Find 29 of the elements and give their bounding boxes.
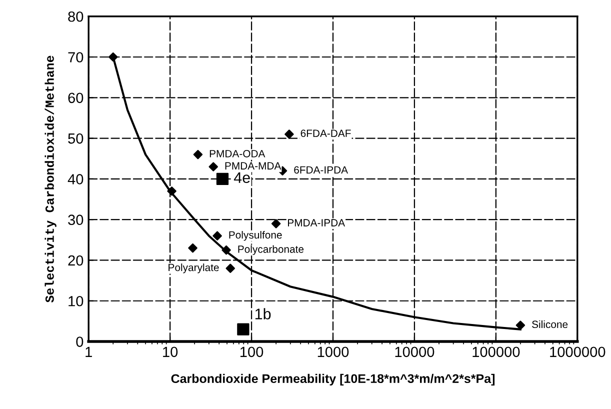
x-tick-label: 100000 — [472, 346, 520, 358]
annotation: PMDA-MDA — [225, 162, 282, 170]
x-tick-label: 10 — [163, 346, 178, 358]
y-tick-label: 70 — [68, 52, 84, 62]
y-tick-label: 60 — [68, 92, 84, 104]
annotation: 1b — [255, 308, 271, 320]
annotation: Silicone — [532, 320, 568, 328]
annotation: 6FDA-IPDA — [294, 166, 348, 174]
y-tick-label: 50 — [68, 133, 84, 144]
y-tick-label: 20 — [68, 255, 84, 266]
annotation: PMDA-IPDA — [288, 219, 346, 226]
x-tick-label: 100 — [240, 346, 264, 358]
x-tick-label: 1000000 — [550, 346, 606, 358]
x-tick-label: 1 — [86, 346, 92, 357]
y-axis-title: Selectivity Carbondioxide/Methane — [44, 56, 56, 302]
x-axis-title: Carbondioxide Permeability [10E-18*m^3*m/m^2*s*Pa] — [171, 374, 495, 386]
annotation: Polysulfone — [229, 230, 282, 241]
annotation: 4e — [234, 172, 250, 184]
x-tick-label: 1000 — [318, 346, 349, 358]
y-tick-label: 80 — [68, 11, 84, 22]
x-tick-label: 10000 — [395, 346, 434, 358]
annotation: Polycarbonate — [238, 245, 304, 255]
annotation: 6FDA-DAF — [300, 130, 351, 138]
annotation: Polyarylate — [168, 264, 219, 274]
y-tick-label: 0 — [76, 336, 84, 347]
y-tick-label: 30 — [68, 214, 84, 226]
y-tick-label: 10 — [68, 296, 84, 306]
y-tick-label: 40 — [68, 174, 84, 184]
annotation: PMDA-ODA — [210, 150, 266, 158]
